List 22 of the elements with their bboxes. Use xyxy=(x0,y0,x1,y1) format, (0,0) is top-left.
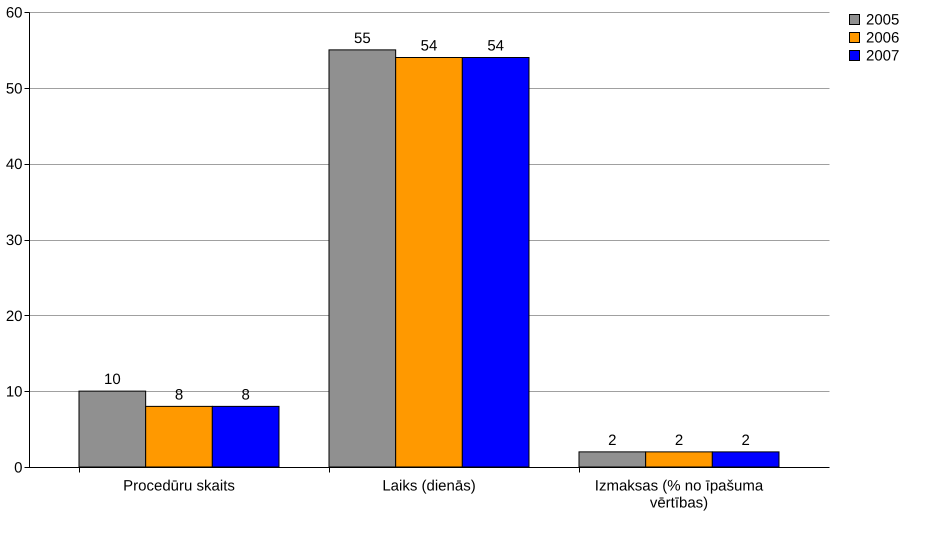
y-tick-label: 10 xyxy=(6,384,22,401)
y-tick-label: 60 xyxy=(6,4,22,22)
data-label: 2 xyxy=(608,432,617,449)
x-tick-label: Laiks (dienās) xyxy=(382,478,476,494)
data-label: 8 xyxy=(241,386,250,404)
y-tick-label: 0 xyxy=(14,460,22,476)
x-tick-label: Procedūru skaits xyxy=(123,478,235,494)
data-label: 10 xyxy=(104,371,121,388)
data-label: 55 xyxy=(354,30,371,47)
data-label: 2 xyxy=(674,432,684,449)
data-label: 8 xyxy=(174,386,184,404)
y-tick-label: 50 xyxy=(6,80,22,98)
data-label: 2 xyxy=(741,432,750,449)
legend-label: 2007 xyxy=(866,48,900,64)
legend-label: 2005 xyxy=(866,12,900,28)
x-tick-label: Izmaksas (% no īpašuma vērtības) xyxy=(594,478,764,512)
y-tick-label: 20 xyxy=(6,308,22,325)
data-label: 54 xyxy=(487,38,504,54)
legend-label: 2006 xyxy=(866,30,900,46)
data-label: 54 xyxy=(420,38,438,54)
y-tick-label: 30 xyxy=(6,232,22,249)
y-tick-label: 40 xyxy=(6,156,22,174)
